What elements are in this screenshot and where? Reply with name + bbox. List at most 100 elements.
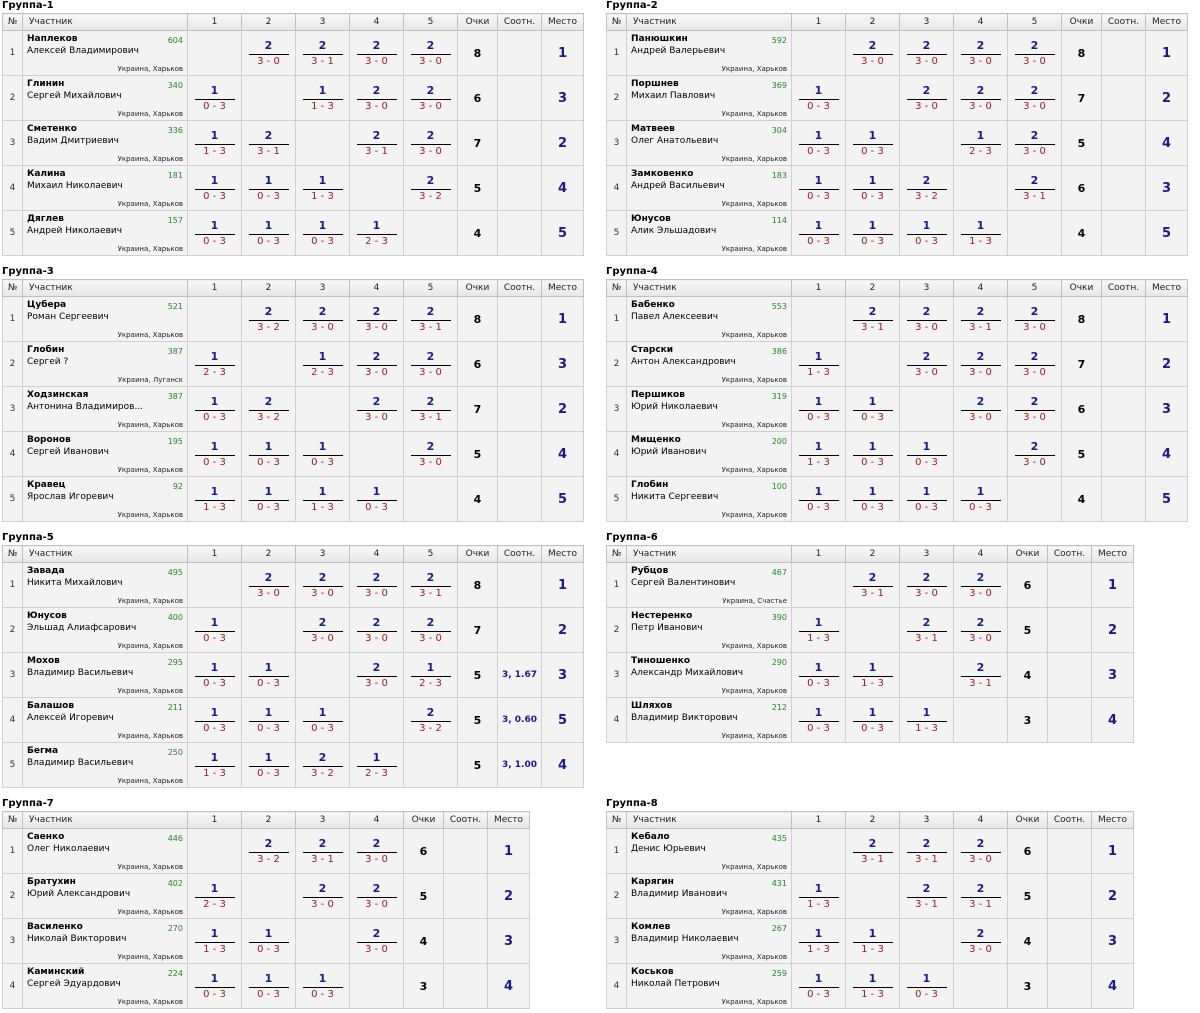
player-last-name[interactable]: Старски: [631, 345, 674, 355]
player-last-name[interactable]: Юнусов: [27, 611, 67, 621]
player-ratio: [1047, 562, 1092, 608]
player-row: 2 Карягин Владимир Иванович 431 Украина, Хар…: [606, 873, 1134, 919]
player-ratio: [1047, 607, 1092, 653]
match-set-score: 3 - 1: [861, 321, 884, 333]
player-last-name[interactable]: Нестеренко: [631, 611, 693, 621]
match-points: 1: [906, 971, 947, 988]
player-last-name[interactable]: Глинин: [27, 79, 65, 89]
player-last-name[interactable]: Калина: [27, 169, 66, 179]
player-place: 5: [541, 210, 584, 256]
player-place: 3: [1091, 918, 1134, 964]
match-points: 2: [960, 615, 1001, 632]
match-set-score: 3 - 1: [969, 898, 992, 910]
player-last-name[interactable]: Замковенко: [631, 169, 694, 179]
match-points: 1: [798, 173, 839, 190]
match-points: 1: [194, 926, 235, 943]
player-place: 5: [541, 476, 584, 522]
player-last-name[interactable]: Карягин: [631, 877, 674, 887]
player-rating: 386: [771, 347, 787, 356]
header-participant: Участник: [22, 279, 188, 297]
match-set-score: 3 - 0: [1023, 366, 1046, 378]
player-row: 5 Дяглев Андрей Николаевич 157 Украина, Харь…: [2, 210, 584, 256]
player-last-name[interactable]: Цубера: [27, 300, 67, 310]
player-points: 4: [1007, 918, 1048, 964]
match-set-score: 0 - 3: [257, 190, 280, 202]
player-last-name[interactable]: Шляхов: [631, 701, 673, 711]
player-last-name[interactable]: Саенко: [27, 832, 65, 842]
player-last-name[interactable]: Кравец: [27, 480, 66, 490]
player-last-name[interactable]: Поршнев: [631, 79, 679, 89]
player-last-name[interactable]: Комлев: [631, 922, 671, 932]
match-points: 2: [248, 836, 289, 853]
player-last-name[interactable]: Першиков: [631, 390, 685, 400]
player-last-name[interactable]: Бабенко: [631, 300, 675, 310]
match-points: 1: [248, 484, 289, 501]
player-last-name[interactable]: Воронов: [27, 435, 71, 445]
player-last-name[interactable]: Братухин: [27, 877, 76, 887]
match-set-score: 3 - 0: [969, 943, 992, 955]
player-last-name[interactable]: Кебало: [631, 832, 670, 842]
player-city: Украина, Харьков: [721, 245, 787, 253]
player-city: Украина, Харьков: [721, 110, 787, 118]
match-points: 2: [356, 304, 397, 321]
player-points: 7: [1061, 341, 1102, 387]
player-points: 5: [1007, 607, 1048, 653]
player-last-name[interactable]: Наплеков: [27, 34, 78, 44]
player-cell: Мищенко Юрий Иванович 200 Украина, Харьков: [626, 431, 792, 477]
player-points: 7: [457, 386, 498, 432]
player-last-name[interactable]: Дяглев: [27, 214, 64, 224]
player-last-name[interactable]: Василенко: [27, 922, 83, 932]
player-last-name[interactable]: Бегма: [27, 746, 59, 756]
player-row: 3 Сметенко Вадим Дмитриевич 336 Украина, Хар…: [2, 120, 584, 166]
match-points: 1: [798, 926, 839, 943]
player-last-name[interactable]: Юнусов: [631, 214, 671, 224]
self-match-cell: [845, 75, 900, 121]
player-last-name[interactable]: Сметенко: [27, 124, 77, 134]
player-number: 4: [2, 431, 23, 477]
player-last-name[interactable]: Матвеев: [631, 124, 675, 134]
header-num: №: [2, 811, 23, 829]
match-set-score: 0 - 3: [807, 411, 830, 423]
player-last-name[interactable]: Рубцов: [631, 566, 669, 576]
player-last-name[interactable]: Панюшкин: [631, 34, 688, 44]
player-last-name[interactable]: Мохов: [27, 656, 60, 666]
player-last-name[interactable]: Глобин: [631, 480, 669, 490]
player-rating: 553: [771, 302, 787, 311]
match-set-score: 0 - 3: [861, 190, 884, 202]
match-points: 2: [906, 38, 947, 55]
header-row: № Участник 1 2 3 4 Очки Соотн. Место: [606, 545, 1134, 563]
match-set-score: 2 - 3: [969, 145, 992, 157]
player-row: 3 Мохов Владимир Васильевич 295 Украина, Хар…: [2, 652, 584, 698]
match-points: 1: [248, 926, 289, 943]
match-points: 2: [960, 394, 1001, 411]
match-set-score: 3 - 2: [419, 722, 442, 734]
player-rating: 270: [167, 924, 183, 933]
match-points: 2: [410, 83, 451, 100]
player-row: 3 Василенко Николай Викторович 270 Украина, …: [2, 918, 530, 964]
header-opponent-2: 2: [241, 545, 296, 563]
player-last-name[interactable]: Завада: [27, 566, 65, 576]
player-last-name[interactable]: Каминский: [27, 967, 85, 977]
player-points: 5: [1061, 120, 1102, 166]
player-first-name: Алик Эльшадович: [631, 226, 717, 236]
player-last-name[interactable]: Коськов: [631, 967, 674, 977]
player-last-name[interactable]: Мищенко: [631, 435, 681, 445]
header-place: Место: [541, 13, 584, 31]
player-last-name[interactable]: Ходзинская: [27, 390, 89, 400]
player-cell: Юнусов Эльшад Алиафсарович 400 Украина, Хар…: [22, 607, 188, 653]
player-last-name[interactable]: Тиношенко: [631, 656, 691, 666]
player-city: Украина, Харьков: [117, 245, 183, 253]
match-points: 1: [798, 881, 839, 898]
player-cell: Балашов Алексей Игоревич 211 Украина, Харьк…: [22, 697, 188, 743]
match-points: 1: [852, 926, 893, 943]
player-cell: Цубера Роман Сергеевич 521 Украина, Харьков: [22, 296, 188, 342]
player-first-name: Владимир Иванович: [631, 889, 728, 899]
player-last-name[interactable]: Балашов: [27, 701, 75, 711]
player-last-name[interactable]: Глобин: [27, 345, 65, 355]
